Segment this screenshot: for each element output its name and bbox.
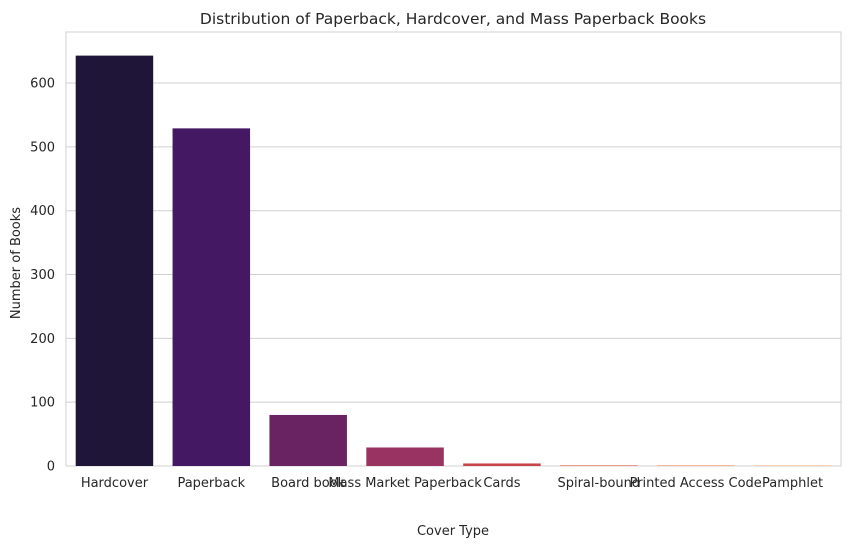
y-tick-label: 100 <box>30 396 55 411</box>
x-tick-label: Hardcover <box>81 476 149 491</box>
y-tick-label: 300 <box>30 268 55 283</box>
bar-board-book <box>269 414 347 466</box>
x-tick-label: Board book <box>271 476 345 491</box>
y-tick-label: 500 <box>30 140 55 155</box>
chart-title: Distribution of Paperback, Hardcover, an… <box>200 10 706 28</box>
y-tick-label: 600 <box>30 77 55 92</box>
bar-paperback <box>172 128 251 466</box>
bars <box>75 55 832 466</box>
x-tick-label: Mass Market Paperback <box>328 476 482 491</box>
bar-mass-market-paperback <box>366 447 444 466</box>
x-tick-label: Spiral-bound <box>557 476 640 491</box>
x-tick-label: Cards <box>483 476 520 491</box>
x-tick-label: Paperback <box>177 476 245 491</box>
bar-cards <box>463 463 541 466</box>
y-axis-label: Number of Books <box>9 207 24 319</box>
y-tick-label: 200 <box>30 332 55 347</box>
bar-spiral-bound <box>560 465 638 466</box>
y-tick-label: 400 <box>30 204 55 219</box>
x-tick-label: Pamphlet <box>762 476 823 491</box>
y-tick-labels: 0 100 200 300 400 500 600 <box>30 77 55 475</box>
x-tick-label: Printed Access Code <box>630 476 762 491</box>
bar-printed-access-code <box>656 465 735 466</box>
x-axis-label: Cover Type <box>417 524 489 539</box>
bar-hardcover <box>75 55 154 466</box>
bar-pamphlet <box>753 465 832 466</box>
y-tick-label: 0 <box>47 460 55 475</box>
